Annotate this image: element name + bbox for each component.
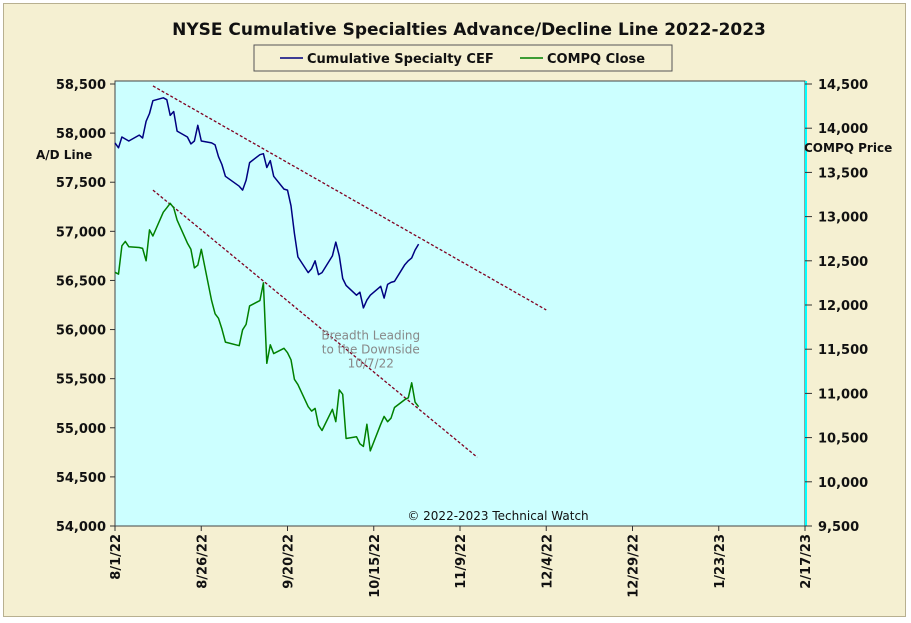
left-axis-title: A/D Line	[36, 148, 92, 162]
left-tick-label: 56,500	[56, 274, 106, 289]
annotation-line: Breadth Leading	[321, 328, 420, 342]
right-tick-label: 14,000	[818, 122, 868, 137]
x-tick-label: 8/1/22	[109, 534, 124, 580]
left-tick-label: 55,500	[56, 373, 106, 388]
legend-box	[253, 44, 673, 72]
legend-label-cef: Cumulative Specialty CEF	[307, 52, 494, 67]
plot-side-panel	[805, 81, 807, 526]
series-line-compq	[114, 202, 420, 452]
left-tick-label: 58,000	[56, 127, 106, 142]
trendline	[152, 85, 547, 311]
legend: Cumulative Specialty CEF COMPQ Close	[253, 44, 673, 72]
right-axis-title: COMPQ Price	[804, 141, 892, 155]
x-tick-label: 1/23/23	[713, 534, 728, 589]
copyright: © 2022-2023 Technical Watch	[407, 509, 588, 523]
left-tick-label: 56,000	[56, 324, 106, 339]
x-tick-label: 12/29/22	[627, 534, 642, 598]
left-tick-label: 58,500	[56, 78, 106, 93]
right-tick-label: 10,500	[818, 432, 868, 447]
chart-title: NYSE Cumulative Specialties Advance/Decl…	[172, 20, 766, 40]
right-tick-label: 9,500	[818, 520, 859, 535]
x-tick-label: 12/4/22	[540, 534, 555, 589]
series-line-cef	[114, 97, 420, 309]
x-tick-label: 9/20/22	[282, 534, 297, 589]
right-tick-label: 13,000	[818, 211, 868, 226]
x-tick-label: 8/26/22	[195, 534, 210, 589]
x-axis: 8/1/22 8/26/22 9/20/22 10/15/22 11/9/22 12/4/…	[109, 526, 814, 598]
x-tick-label: 2/17/23	[799, 534, 814, 589]
left-tick-label: 54,000	[56, 520, 106, 535]
left-tick-label: 54,500	[56, 471, 106, 486]
chart-frame: NYSE Cumulative Specialties Advance/Decl…	[3, 3, 906, 617]
x-tick-label: 11/9/22	[454, 534, 469, 589]
right-tick-label: 14,500	[818, 78, 868, 93]
trendline	[152, 189, 478, 458]
left-tick-label: 57,000	[56, 225, 106, 240]
trendlines	[152, 85, 547, 458]
x-tick-label: 10/15/22	[368, 534, 383, 598]
right-tick-label: 13,500	[818, 166, 868, 181]
right-tick-label: 10,000	[818, 476, 868, 491]
chart-svg: NYSE Cumulative Specialties Advance/Decl…	[36, 20, 892, 598]
legend-label-compq: COMPQ Close	[547, 52, 645, 67]
right-tick-label: 11,500	[818, 343, 868, 358]
annotation-line: 10/7/22	[348, 356, 394, 370]
series-layer	[114, 97, 420, 452]
left-tick-label: 55,000	[56, 422, 106, 437]
right-tick-label: 12,000	[818, 299, 868, 314]
left-tick-label: 57,500	[56, 176, 106, 191]
plot-area	[114, 80, 806, 527]
annotation-line: to the Downside	[322, 342, 420, 356]
right-tick-label: 11,000	[818, 387, 868, 402]
left-axis: 58,500 58,000 57,500 57,000 56,500 56,000 55,5…	[56, 78, 115, 535]
right-axis: 14,500 14,000 13,500 13,000 12,500 12,000 11,5…	[805, 78, 868, 535]
right-tick-label: 12,500	[818, 255, 868, 270]
